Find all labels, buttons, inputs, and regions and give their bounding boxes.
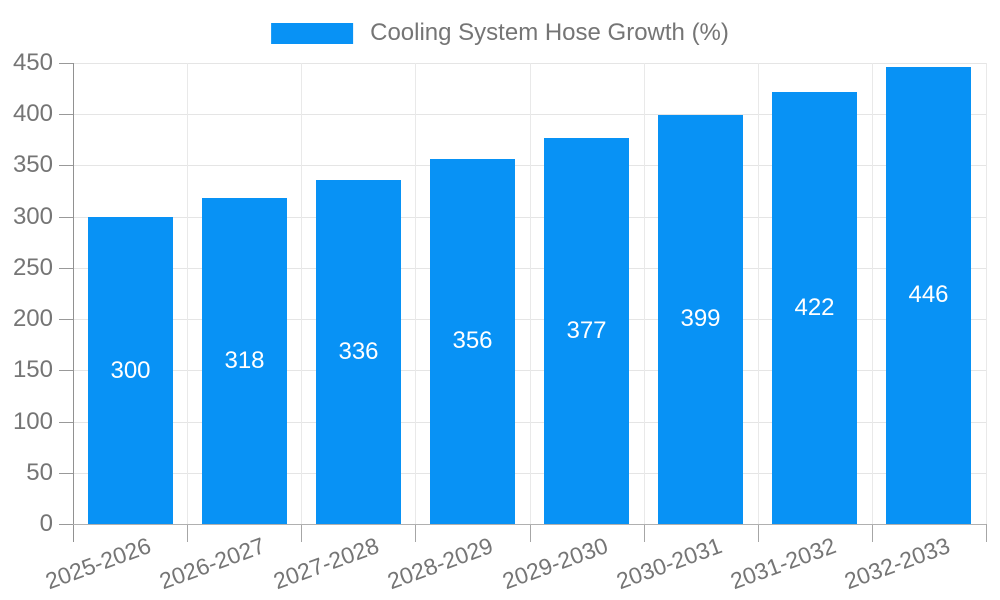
v-gridline — [872, 63, 873, 524]
h-gridline — [73, 63, 986, 64]
v-gridline — [415, 63, 416, 524]
y-axis-line — [73, 63, 74, 542]
h-gridline — [73, 268, 986, 269]
y-axis-tick-label: 250 — [12, 254, 53, 281]
y-axis-tick-label: 150 — [12, 356, 53, 383]
y-axis-tick — [59, 319, 73, 320]
h-gridline — [73, 473, 986, 474]
y-axis-tick-label: 200 — [12, 305, 53, 332]
y-axis-tick-label: 50 — [26, 459, 53, 486]
x-axis-tick — [530, 524, 531, 542]
x-axis-tick — [986, 524, 987, 542]
h-gridline — [73, 422, 986, 423]
y-axis-tick — [59, 268, 73, 269]
x-axis-tick — [301, 524, 302, 542]
bar[interactable]: 300 — [88, 217, 173, 524]
v-gridline — [301, 63, 302, 524]
legend-swatch — [271, 22, 354, 44]
h-gridline — [73, 165, 986, 166]
y-axis-tick — [59, 524, 73, 525]
v-gridline — [986, 63, 987, 524]
v-gridline — [644, 63, 645, 524]
h-gridline — [73, 319, 986, 320]
y-axis-tick — [59, 114, 73, 115]
h-gridline — [73, 217, 986, 218]
y-axis-tick — [59, 422, 73, 423]
y-axis-tick-label: 450 — [12, 49, 53, 76]
bar-value-label: 318 — [224, 347, 265, 374]
y-axis-tick-label: 350 — [12, 151, 53, 178]
x-axis-tick — [644, 524, 645, 542]
legend-label: Cooling System Hose Growth (%) — [370, 19, 729, 46]
bar-value-label: 446 — [908, 281, 949, 308]
x-axis-tick — [758, 524, 759, 542]
bar-value-label: 399 — [680, 305, 721, 332]
bar[interactable]: 399 — [658, 115, 743, 524]
h-gridline — [73, 370, 986, 371]
bar-value-label: 356 — [452, 327, 493, 354]
bar[interactable]: 377 — [544, 138, 629, 524]
legend-item[interactable]: Cooling System Hose Growth (%) — [271, 19, 729, 47]
y-axis-tick — [59, 165, 73, 166]
bar[interactable]: 422 — [772, 92, 857, 524]
x-axis-tick — [187, 524, 188, 542]
x-axis-tick — [872, 524, 873, 542]
y-axis-tick — [59, 63, 73, 64]
bar-value-label: 300 — [110, 357, 151, 384]
bar[interactable]: 336 — [316, 180, 401, 524]
h-gridline — [73, 114, 986, 115]
bar[interactable]: 446 — [886, 67, 971, 524]
x-axis-line — [73, 524, 986, 525]
v-gridline — [758, 63, 759, 524]
y-axis-tick — [59, 473, 73, 474]
y-axis-tick-label: 100 — [12, 408, 53, 435]
x-axis-tick — [415, 524, 416, 542]
bar[interactable]: 318 — [202, 198, 287, 524]
bar[interactable]: 356 — [430, 159, 515, 524]
y-axis-tick-label: 300 — [12, 203, 53, 230]
y-axis-tick — [59, 370, 73, 371]
v-gridline — [530, 63, 531, 524]
bar-value-label: 377 — [566, 317, 607, 344]
bar-value-label: 336 — [338, 338, 379, 365]
y-axis-tick — [59, 217, 73, 218]
bar-value-label: 422 — [794, 294, 835, 321]
y-axis-tick-label: 0 — [39, 510, 53, 537]
v-gridline — [187, 63, 188, 524]
y-axis-tick-label: 400 — [12, 100, 53, 127]
